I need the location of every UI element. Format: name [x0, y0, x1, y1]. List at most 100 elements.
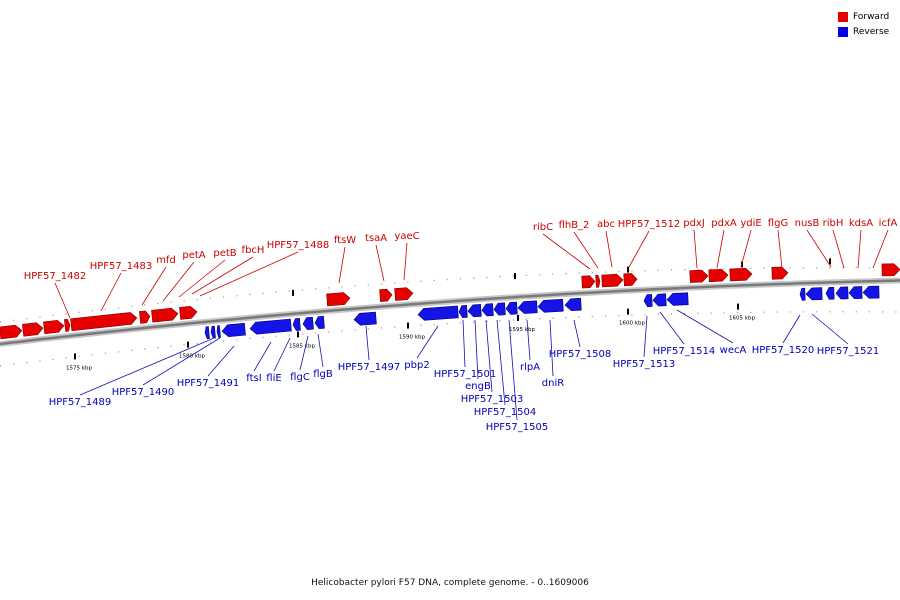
reverse-gene-arrow: [302, 316, 314, 330]
reverse-leader-line: [508, 319, 518, 421]
forward-gene-arrow: [43, 320, 65, 335]
forward-leader-line: [716, 229, 725, 269]
reverse-leader-line: [253, 341, 272, 372]
forward-gene-label: pdxJ: [683, 218, 705, 229]
forward-gene-label: ribH: [823, 218, 844, 229]
forward-leader-line: [857, 229, 862, 269]
legend-item-reverse: Reverse: [838, 24, 898, 39]
forward-leader-line: [338, 246, 346, 284]
forward-gene-body: [379, 288, 393, 302]
reverse-leader-line: [782, 314, 801, 344]
forward-gene-body: [326, 292, 351, 307]
reverse-leader-line: [526, 319, 531, 361]
reverse-gene-body: [564, 297, 582, 312]
scale-tick: [187, 341, 189, 348]
forward-gene-body: [689, 269, 709, 283]
forward-gene-label: HPF57_1483: [90, 261, 152, 272]
forward-leader-line: [806, 229, 832, 268]
reverse-gene-label: wecA: [720, 345, 747, 356]
forward-gene-body: [22, 322, 44, 337]
forward-gene-body: [595, 274, 601, 288]
reverse-leader-line: [317, 333, 324, 368]
scale-label: 1575 kbp: [66, 365, 92, 371]
reverse-gene-body: [537, 298, 564, 313]
minor-tick: [829, 258, 831, 265]
reverse-gene-body: [249, 318, 292, 335]
reverse-leader-line: [496, 319, 506, 406]
forward-gene-label: HPF57_1512: [618, 219, 680, 230]
minor-tick: [292, 289, 294, 296]
forward-leader-line: [740, 229, 752, 268]
forward-gene-arrow: [689, 269, 709, 283]
reverse-gene-label: HPF57_1490: [112, 387, 174, 398]
forward-gene-label: abc: [597, 219, 615, 230]
forward-leader-line: [375, 244, 385, 282]
reverse-gene-label: HPF57_1503: [461, 394, 523, 405]
reverse-leader-line: [573, 319, 581, 348]
forward-gene-arrow: [379, 288, 393, 302]
forward-leader-line: [832, 229, 845, 269]
forward-leader-line: [141, 266, 167, 306]
reverse-gene-body: [493, 302, 506, 316]
reverse-gene-arrow: [862, 285, 880, 299]
scale-tick: [737, 303, 739, 310]
forward-gene-label: mfd: [156, 255, 176, 266]
reverse-gene-label: engB: [465, 381, 491, 392]
forward-gene-arrow: [179, 306, 198, 320]
scale-label: 1600 kbp: [619, 321, 645, 327]
forward-gene-arrow: [326, 292, 351, 307]
reverse-gene-body: [835, 286, 849, 300]
reverse-gene-label: HPF57_1521: [817, 346, 879, 357]
reverse-leader-line: [416, 325, 439, 359]
reverse-gene-body: [216, 325, 221, 338]
reverse-gene-body: [505, 301, 518, 315]
reverse-leader-line: [365, 325, 370, 361]
forward-gene-arrow: [581, 275, 596, 289]
forward-gene-label: HPF57_1482: [24, 271, 86, 282]
reverse-leader-line: [474, 319, 479, 380]
reverse-gene-body: [652, 293, 667, 307]
reverse-gene-label: HPF57_1520: [752, 345, 814, 356]
reverse-gene-body: [458, 305, 468, 318]
forward-gene-body: [70, 312, 138, 332]
reverse-gene-label: pbp2: [404, 360, 429, 371]
forward-gene-body: [151, 307, 179, 323]
reverse-gene-arrow: [652, 293, 667, 307]
reverse-gene-label: HPF57_1514: [653, 346, 715, 357]
reverse-gene-body: [467, 304, 482, 318]
forward-gene-body: [729, 267, 753, 282]
reverse-gene-body: [481, 303, 494, 317]
reverse-gene-body: [302, 316, 314, 330]
forward-gene-body: [708, 268, 729, 283]
forward-leader-line: [628, 230, 650, 268]
reverse-gene-arrow: [292, 317, 301, 331]
forward-leader-line: [605, 230, 613, 268]
forward-gene-label: petA: [182, 250, 205, 261]
forward-swatch: [838, 11, 848, 22]
forward-gene-body: [623, 273, 638, 287]
forward-gene-arrow: [394, 287, 414, 301]
forward-gene-label: HPF57_1488: [267, 240, 329, 251]
reverse-gene-body: [221, 322, 246, 338]
forward-leader-line: [100, 272, 122, 312]
forward-leader-line: [403, 242, 408, 281]
scale-label: 1580 kbp: [179, 354, 205, 360]
reverse-gene-label: rlpA: [520, 362, 540, 373]
forward-gene-body: [64, 318, 71, 332]
reverse-gene-label: flgC: [290, 372, 310, 383]
reverse-gene-label: HPF57_1505: [486, 422, 548, 433]
reverse-gene-arrow: [221, 322, 246, 338]
reverse-gene-arrow: [517, 300, 538, 314]
forward-gene-body: [43, 320, 65, 335]
reverse-gene-body: [417, 305, 459, 321]
reverse-gene-label: fliE: [266, 373, 281, 384]
forward-leader-line: [162, 261, 195, 302]
forward-gene-label: kdsA: [849, 218, 873, 229]
reverse-leader-line: [462, 319, 466, 368]
reverse-leader-line: [549, 319, 554, 377]
reverse-gene-arrow: [249, 318, 292, 335]
reverse-gene-arrow: [805, 287, 823, 301]
forward-gene-arrow: [623, 273, 638, 287]
forward-leader-line: [573, 231, 599, 269]
